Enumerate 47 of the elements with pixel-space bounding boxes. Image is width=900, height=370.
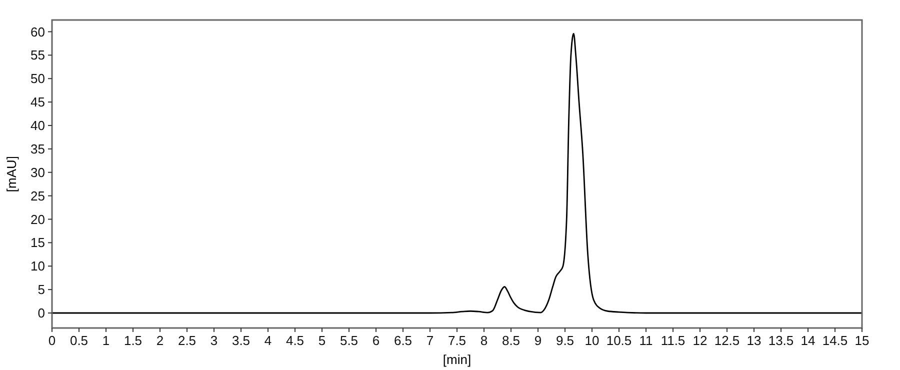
x-tick-label: 10 xyxy=(584,333,600,348)
y-tick-label: 5 xyxy=(38,282,45,298)
x-tick-label: 12 xyxy=(692,333,708,348)
y-tick-label: 30 xyxy=(30,164,45,180)
x-tick-label: 14 xyxy=(800,333,816,348)
x-tick-label: 1 xyxy=(102,333,110,348)
y-tick-label: 45 xyxy=(30,94,45,110)
x-tick-label: 10.5 xyxy=(606,333,632,348)
y-tick-label: 25 xyxy=(30,188,45,204)
x-tick-label: 13.5 xyxy=(768,333,794,348)
x-tick-label: 6.5 xyxy=(394,333,412,348)
y-tick-label: 15 xyxy=(30,235,45,250)
x-tick-label: 0 xyxy=(48,333,56,348)
x-tick-label: 3 xyxy=(210,333,218,348)
x-tick-label: 7 xyxy=(426,333,434,348)
x-tick-label: 2.5 xyxy=(178,333,196,348)
y-tick-label: 50 xyxy=(30,71,45,86)
y-tick-label: 0 xyxy=(38,306,45,321)
x-tick-label: 12.5 xyxy=(714,333,740,348)
line-series xyxy=(51,32,863,314)
x-tick-label: 3.5 xyxy=(232,333,250,348)
y-tick-label: 55 xyxy=(30,48,45,63)
y-tick-label: 10 xyxy=(30,258,45,274)
x-tick-label: 4.5 xyxy=(286,333,304,348)
y-tick-label: 20 xyxy=(30,212,45,227)
x-tick-label: 8.5 xyxy=(502,333,520,348)
x-tick-label: 14.5 xyxy=(822,333,848,348)
x-tick-label: 7.5 xyxy=(448,333,466,348)
x-tick-label: 15 xyxy=(854,333,870,348)
x-tick-label: 1.5 xyxy=(124,333,142,348)
x-tick-label: 11 xyxy=(639,333,653,348)
x-tick-label: 6 xyxy=(372,333,380,348)
x-tick-label: 4 xyxy=(264,333,272,348)
y-tick-label: 35 xyxy=(30,141,45,156)
x-tick-label: 5 xyxy=(318,333,326,348)
x-tick-label: 2 xyxy=(156,333,164,348)
x-axis-title: [min] xyxy=(442,352,472,367)
y-tick-label: 40 xyxy=(30,118,45,134)
x-tick-label: 9.5 xyxy=(556,333,574,348)
y-tick-label: 60 xyxy=(30,24,45,40)
x-tick-label: 13 xyxy=(746,333,762,348)
x-tick-label: 0.5 xyxy=(70,333,88,348)
x-tick-label: 8 xyxy=(480,333,488,348)
x-tick-label: 5.5 xyxy=(340,333,358,348)
x-tick-label: 11.5 xyxy=(660,333,686,348)
x-tick-label: 9 xyxy=(534,333,542,348)
y-axis-title: [mAU] xyxy=(4,156,19,192)
